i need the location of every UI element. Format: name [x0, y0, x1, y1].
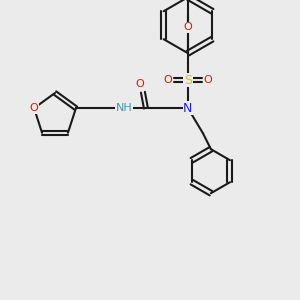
Text: S: S [184, 74, 192, 87]
Text: O: O [136, 79, 144, 89]
Text: O: O [203, 75, 212, 85]
Text: NH: NH [116, 103, 132, 113]
Text: O: O [30, 103, 38, 113]
Text: O: O [184, 22, 192, 32]
Text: N: N [183, 102, 193, 115]
Text: O: O [164, 75, 172, 85]
